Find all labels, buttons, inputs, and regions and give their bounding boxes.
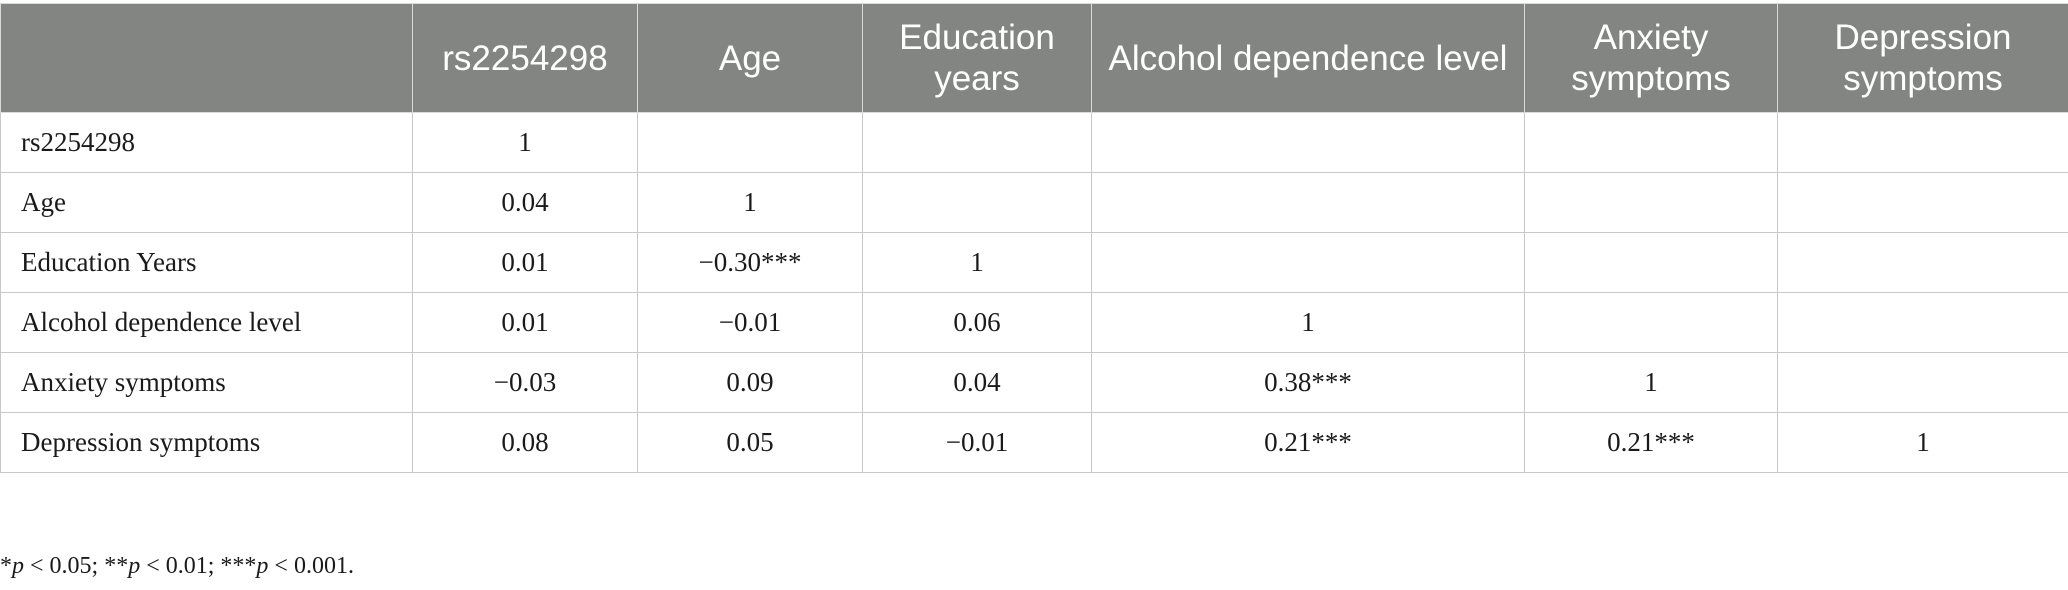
table-cell: 0.21*** bbox=[1524, 412, 1778, 473]
table-cell: 0.06 bbox=[862, 292, 1092, 353]
table-cell bbox=[1524, 112, 1778, 173]
footnote-sig2-p: p bbox=[128, 553, 141, 579]
table-row: Alcohol dependence level 0.01 −0.01 0.06… bbox=[0, 292, 2068, 353]
table-row: Anxiety symptoms −0.03 0.09 0.04 0.38***… bbox=[0, 352, 2068, 413]
table-cell bbox=[1524, 172, 1778, 233]
table-cell bbox=[1777, 232, 2068, 293]
table-cell: 0.08 bbox=[412, 412, 638, 473]
header-depression-symptoms: Depression symptoms bbox=[1777, 3, 2068, 113]
table-row: rs2254298 1 bbox=[0, 112, 2068, 173]
row-label: Education Years bbox=[0, 232, 413, 293]
table-row: Education Years 0.01 −0.30*** 1 bbox=[0, 232, 2068, 293]
correlation-table: rs2254298 Age Education years Alcohol de… bbox=[0, 3, 2068, 473]
header-rs2254298: rs2254298 bbox=[412, 3, 638, 113]
header-row: rs2254298 Age Education years Alcohol de… bbox=[0, 3, 2068, 113]
table-cell bbox=[637, 112, 863, 173]
table-cell: 0.04 bbox=[412, 172, 638, 233]
table-cell bbox=[1091, 232, 1525, 293]
footnote-sig2-rest: < 0.01; bbox=[140, 553, 221, 579]
footnote-sig3-rest: < 0.001. bbox=[268, 553, 354, 579]
footnote-sig3-stars: *** bbox=[220, 553, 257, 579]
footnote-sig3-p: p bbox=[256, 553, 269, 579]
table-cell: 1 bbox=[412, 112, 638, 173]
table-cell: 0.21*** bbox=[1091, 412, 1525, 473]
table-cell: 0.04 bbox=[862, 352, 1092, 413]
table-row: Age 0.04 1 bbox=[0, 172, 2068, 233]
table-cell bbox=[1091, 112, 1525, 173]
table-cell: 0.01 bbox=[412, 232, 638, 293]
table-cell: 1 bbox=[1091, 292, 1525, 353]
row-label: Anxiety symptoms bbox=[0, 352, 413, 413]
row-label: Depression symptoms bbox=[0, 412, 413, 473]
table-cell bbox=[1091, 172, 1525, 233]
table-cell: −0.30*** bbox=[637, 232, 863, 293]
table-cell bbox=[1777, 172, 2068, 233]
table-cell: 1 bbox=[862, 232, 1092, 293]
table-cell: 0.01 bbox=[412, 292, 638, 353]
table-cell bbox=[862, 172, 1092, 233]
table-cell bbox=[1524, 232, 1778, 293]
footnote-sig2-stars: ** bbox=[104, 553, 129, 579]
table-cell: 1 bbox=[637, 172, 863, 233]
footnote-sig1-rest: < 0.05; bbox=[24, 553, 105, 579]
header-anxiety-symptoms: Anxiety symptoms bbox=[1524, 3, 1778, 113]
table-cell: 1 bbox=[1524, 352, 1778, 413]
table-cell: −0.03 bbox=[412, 352, 638, 413]
header-alcohol-dependence-level: Alcohol dependence level bbox=[1091, 3, 1525, 113]
table-cell bbox=[1524, 292, 1778, 353]
table-row: Depression symptoms 0.08 0.05 −0.01 0.21… bbox=[0, 412, 2068, 473]
table-cell: 0.05 bbox=[637, 412, 863, 473]
table-cell bbox=[1777, 292, 2068, 353]
header-education-years: Education years bbox=[862, 3, 1092, 113]
significance-footnote: *p < 0.05; **p < 0.01; ***p < 0.001. bbox=[0, 553, 354, 580]
row-label: Age bbox=[0, 172, 413, 233]
table-cell bbox=[1777, 112, 2068, 173]
table-cell: 0.38*** bbox=[1091, 352, 1525, 413]
row-label: rs2254298 bbox=[0, 112, 413, 173]
header-age: Age bbox=[637, 3, 863, 113]
table-cell: −0.01 bbox=[862, 412, 1092, 473]
footnote-sig1-stars: * bbox=[0, 553, 12, 579]
footnote-sig1-p: p bbox=[12, 553, 24, 579]
table-cell bbox=[1777, 352, 2068, 413]
table-cell: −0.01 bbox=[637, 292, 863, 353]
table-cell: 0.09 bbox=[637, 352, 863, 413]
header-corner bbox=[0, 3, 413, 113]
table-cell: 1 bbox=[1777, 412, 2068, 473]
row-label: Alcohol dependence level bbox=[0, 292, 413, 353]
table-cell bbox=[862, 112, 1092, 173]
